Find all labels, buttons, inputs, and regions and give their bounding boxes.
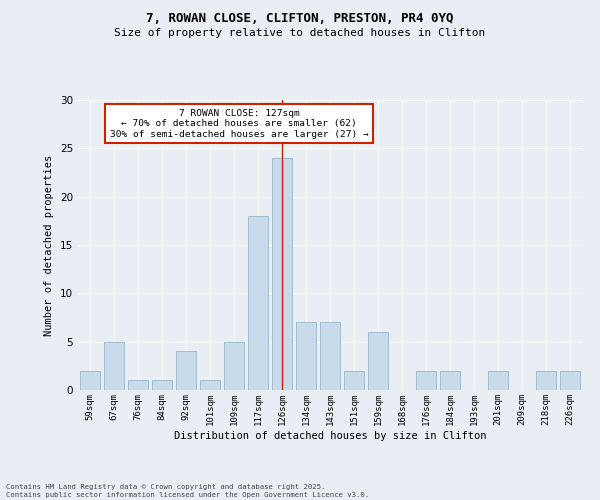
- Bar: [248, 216, 268, 390]
- Bar: [368, 332, 388, 390]
- Bar: [416, 370, 436, 390]
- Bar: [272, 158, 292, 390]
- Bar: [488, 370, 508, 390]
- Text: Size of property relative to detached houses in Clifton: Size of property relative to detached ho…: [115, 28, 485, 38]
- Bar: [104, 342, 124, 390]
- Bar: [80, 370, 100, 390]
- Bar: [440, 370, 460, 390]
- Bar: [152, 380, 172, 390]
- Bar: [320, 322, 340, 390]
- Text: 7, ROWAN CLOSE, CLIFTON, PRESTON, PR4 0YQ: 7, ROWAN CLOSE, CLIFTON, PRESTON, PR4 0Y…: [146, 12, 454, 26]
- Text: 7 ROWAN CLOSE: 127sqm
← 70% of detached houses are smaller (62)
30% of semi-deta: 7 ROWAN CLOSE: 127sqm ← 70% of detached …: [110, 108, 368, 138]
- X-axis label: Distribution of detached houses by size in Clifton: Distribution of detached houses by size …: [174, 430, 486, 440]
- Y-axis label: Number of detached properties: Number of detached properties: [44, 154, 55, 336]
- Bar: [224, 342, 244, 390]
- Bar: [344, 370, 364, 390]
- Bar: [200, 380, 220, 390]
- Bar: [296, 322, 316, 390]
- Bar: [128, 380, 148, 390]
- Bar: [536, 370, 556, 390]
- Text: Contains HM Land Registry data © Crown copyright and database right 2025.
Contai: Contains HM Land Registry data © Crown c…: [6, 484, 369, 498]
- Bar: [176, 352, 196, 390]
- Bar: [560, 370, 580, 390]
